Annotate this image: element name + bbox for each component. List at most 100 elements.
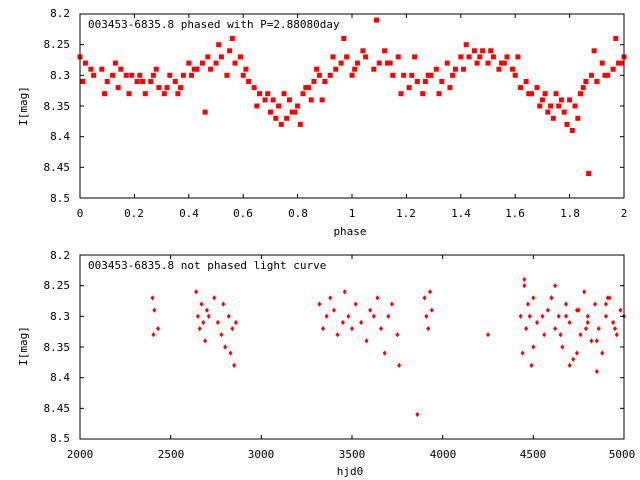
phased-data-point: [140, 79, 146, 84]
unphased-data-point: [340, 319, 345, 326]
phased-data-point: [480, 48, 486, 54]
unphased-data-point: [583, 326, 588, 332]
phased-data-point: [564, 121, 570, 127]
unphased-data-point: [540, 313, 545, 319]
phased-data-point: [602, 72, 608, 78]
unphased-data-point: [199, 301, 204, 307]
unphased-data-point: [545, 307, 550, 313]
phased-data-point: [289, 109, 295, 115]
phased-data-point: [556, 103, 562, 109]
unphased-data-point: [594, 368, 599, 375]
phased-x-tick-label: 0: [77, 207, 84, 220]
unphased-data-point: [567, 319, 572, 326]
unphased-data-point: [596, 326, 601, 332]
phased-data-point: [150, 72, 156, 78]
unphased-y-axis-label: I[mag]: [17, 326, 30, 366]
phased-data-point: [123, 72, 129, 78]
phased-data-point: [553, 91, 559, 97]
phased-data-point: [567, 97, 573, 103]
unphased-data-point: [520, 350, 525, 356]
phased-data-point: [583, 79, 589, 84]
phased-data-point: [422, 79, 428, 84]
unphased-data-point: [518, 313, 523, 319]
phased-data-point: [218, 54, 224, 60]
unphased-data-point: [564, 313, 568, 319]
phased-data-point: [384, 60, 390, 66]
phased-data-point: [420, 91, 426, 97]
phased-data-point: [91, 72, 97, 78]
unphased-x-tick-labels: 2000 2500 3000 3500 4000 4500 5000: [67, 448, 636, 461]
unphased-data-point: [549, 295, 554, 301]
unphased-y-tick-label: 8.45: [44, 402, 71, 415]
unphased-data-point: [426, 326, 431, 332]
phased-data-point: [550, 115, 556, 121]
phased-data-point: [191, 66, 197, 72]
phased-data-point: [360, 48, 366, 54]
unphased-data-point: [152, 307, 157, 313]
unphased-data-point: [553, 326, 558, 332]
phased-data-point: [428, 72, 434, 78]
phased-data-point: [115, 85, 121, 91]
phased-data-point: [485, 60, 491, 66]
phased-data-point: [387, 60, 393, 66]
unphased-data-point: [486, 332, 490, 338]
phased-x-tick-label: 0.6: [233, 207, 253, 220]
phased-data-point: [501, 60, 507, 66]
phased-data-point: [227, 48, 233, 54]
phased-data-point: [488, 48, 494, 54]
phased-data-point: [265, 91, 271, 97]
unphased-chart-title: 003453-6835.8 not phased light curve: [88, 259, 326, 272]
unphased-data-point: [194, 289, 199, 295]
unphased-data-point: [156, 326, 160, 332]
phased-data-point: [534, 85, 540, 91]
unphased-data-point: [203, 338, 208, 344]
phased-data-point: [284, 115, 290, 121]
phased-data-point: [376, 60, 382, 66]
phased-data-point: [208, 66, 214, 72]
phased-data-point: [474, 60, 480, 66]
unphased-data-point: [422, 295, 427, 301]
phased-x-tick-label: 1.4: [451, 207, 471, 220]
phased-data-point: [262, 97, 268, 103]
phased-y-tick-label: 8.35: [44, 100, 71, 113]
phased-axis-ticks: [79, 13, 625, 199]
phased-data-point: [591, 48, 597, 54]
unphased-data-point: [232, 362, 237, 368]
unphased-data-point: [317, 301, 322, 307]
phased-data-point: [306, 85, 311, 91]
phased-data-point: [112, 60, 118, 66]
phased-data-point: [344, 54, 350, 60]
phased-data-point: [199, 60, 205, 66]
phased-data-point: [616, 60, 622, 66]
phased-data-point: [161, 91, 167, 97]
unphased-data-point: [151, 332, 156, 338]
unphased-data-point: [204, 307, 209, 313]
unphased-data-point: [212, 295, 217, 301]
phased-data-point: [371, 66, 377, 72]
phased-data-point: [618, 60, 624, 66]
phased-data-point: [580, 85, 586, 91]
unphased-data-point: [529, 362, 534, 368]
phased-data-point: [561, 109, 567, 115]
unphased-data-point: [359, 319, 364, 326]
unphased-data-point: [612, 326, 617, 332]
phased-data-point: [254, 103, 260, 109]
phased-data-point: [232, 60, 238, 66]
phased-data-point: [224, 72, 230, 78]
phased-data-point: [504, 54, 510, 60]
phased-data-point: [537, 103, 543, 109]
phased-data-point: [178, 85, 184, 91]
phased-data-point: [156, 85, 162, 91]
phased-data-points: [77, 17, 627, 176]
unphased-y-tick-label: 8.5: [50, 432, 70, 445]
phased-data-point: [374, 17, 379, 23]
phased-data-point: [213, 60, 219, 66]
phased-data-point: [409, 72, 415, 78]
phased-data-point: [118, 66, 124, 72]
unphased-y-tick-labels: 8.2 8.25 8.3 8.35 8.4 8.45 8.5: [44, 249, 71, 445]
phased-data-point: [436, 91, 442, 97]
unphased-data-point: [618, 307, 623, 313]
unphased-data-point: [342, 289, 347, 295]
phased-data-point: [354, 60, 360, 66]
phased-data-point: [588, 72, 594, 78]
